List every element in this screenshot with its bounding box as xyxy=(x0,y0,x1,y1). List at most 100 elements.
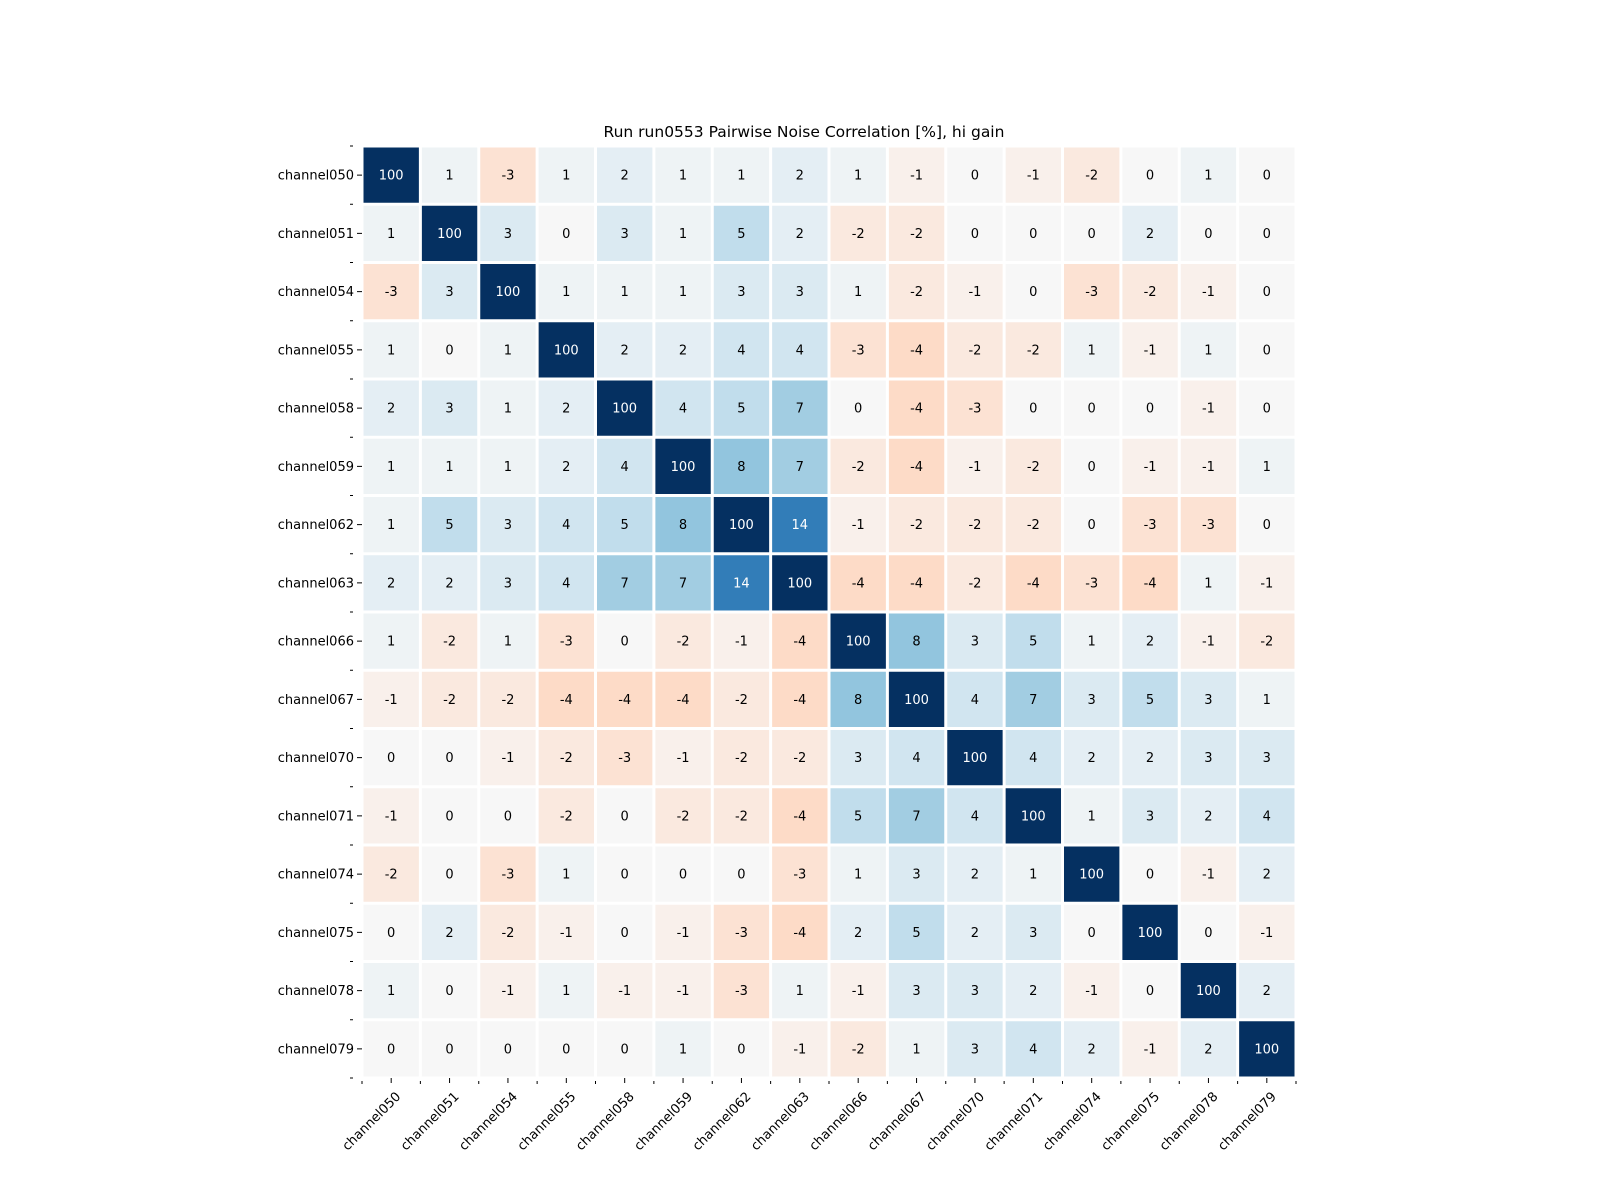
heatmap-cell-value: 0 xyxy=(971,169,979,184)
heatmap-cell xyxy=(1122,730,1178,786)
heatmap-cell xyxy=(480,1021,536,1077)
x-axis-tick-label: channel074 xyxy=(1040,1089,1105,1154)
heatmap-cell xyxy=(1180,380,1237,436)
heatmap-cell xyxy=(713,205,770,261)
heatmap-cell xyxy=(655,322,711,378)
heatmap-cell xyxy=(1005,788,1062,844)
heatmap-cell xyxy=(421,1021,478,1077)
heatmap-cell xyxy=(480,671,536,727)
heatmap-cell-value: 1 xyxy=(1263,693,1271,708)
heatmap-cell xyxy=(947,1021,1003,1077)
heatmap-cell xyxy=(1005,846,1062,902)
heatmap-cell-value: -2 xyxy=(1085,169,1098,184)
heatmap-cell-value: 2 xyxy=(854,926,862,941)
heatmap-cell-value: 0 xyxy=(1263,227,1271,242)
heatmap-cell-value: -2 xyxy=(560,751,573,766)
heatmap-cell-value: 0 xyxy=(621,868,629,883)
heatmap-cell xyxy=(1064,497,1120,553)
heatmap-cell xyxy=(597,497,653,553)
heatmap-cell-value: 5 xyxy=(445,518,453,533)
heatmap-cell-value: 4 xyxy=(971,809,979,824)
heatmap-cell xyxy=(1064,322,1120,378)
heatmap-cell-value: 0 xyxy=(504,809,512,824)
heatmap-cell-value: -1 xyxy=(560,926,573,941)
heatmap-cell-value: 100 xyxy=(437,227,462,242)
heatmap-cell-value: 7 xyxy=(1029,693,1037,708)
heatmap-cell xyxy=(363,1021,419,1077)
heatmap-cell-value: -3 xyxy=(1085,285,1098,300)
heatmap-cell xyxy=(1064,904,1120,960)
heatmap-cell xyxy=(713,846,770,902)
heatmap-cell xyxy=(538,963,595,1019)
heatmap-cell xyxy=(772,613,828,669)
heatmap-cell-value: 1 xyxy=(504,460,512,475)
heatmap-cell-value: 1 xyxy=(387,518,395,533)
heatmap-cell xyxy=(538,380,595,436)
heatmap-cell-value: 1 xyxy=(796,984,804,999)
heatmap-cell-value: 0 xyxy=(621,926,629,941)
heatmap-cell-value: 5 xyxy=(912,926,920,941)
heatmap-cell xyxy=(655,380,711,436)
heatmap-cell-value: 0 xyxy=(445,343,453,358)
heatmap-cell xyxy=(947,671,1003,727)
heatmap-cell xyxy=(655,846,711,902)
heatmap-cell xyxy=(1064,671,1120,727)
heatmap-cell xyxy=(363,438,419,494)
heatmap-cell xyxy=(1005,730,1062,786)
heatmap-cell xyxy=(713,555,770,611)
heatmap-cell-value: 8 xyxy=(912,635,920,650)
heatmap-cell xyxy=(772,205,828,261)
heatmap-cell xyxy=(480,730,536,786)
heatmap-cell xyxy=(655,613,711,669)
heatmap-cell-value: 2 xyxy=(445,576,453,591)
heatmap-cell-value: 1 xyxy=(562,984,570,999)
heatmap-cell-value: 0 xyxy=(445,751,453,766)
heatmap-cell-value: 100 xyxy=(1079,868,1104,883)
heatmap-cell xyxy=(1239,963,1295,1019)
heatmap-cell-value: 0 xyxy=(1146,868,1154,883)
heatmap-cell-value: -2 xyxy=(735,751,748,766)
heatmap-cell-value: 1 xyxy=(504,635,512,650)
y-axis-tick-label: channel078 xyxy=(278,984,354,999)
heatmap-cell-value: -1 xyxy=(1085,984,1098,999)
heatmap-cell xyxy=(363,264,419,320)
heatmap-cell-value: -2 xyxy=(793,751,806,766)
heatmap-cell xyxy=(947,904,1003,960)
heatmap-cell xyxy=(597,264,653,320)
heatmap-cell xyxy=(538,1021,595,1077)
heatmap-cell-value: -2 xyxy=(677,635,690,650)
heatmap-cell-value: 0 xyxy=(445,984,453,999)
heatmap-cell-value: 3 xyxy=(445,285,453,300)
heatmap-cell-value: 0 xyxy=(854,402,862,417)
heatmap-cell-value: 2 xyxy=(1263,984,1271,999)
heatmap-cell xyxy=(1122,555,1178,611)
heatmap-cell xyxy=(421,730,478,786)
heatmap-cell xyxy=(1239,904,1295,960)
heatmap-cell xyxy=(1005,613,1062,669)
heatmap-cell xyxy=(363,205,419,261)
y-axis-tick-label: channel055 xyxy=(278,343,354,358)
heatmap-cell-value: 100 xyxy=(787,576,812,591)
heatmap-cell xyxy=(713,147,770,203)
heatmap-cell xyxy=(1180,322,1237,378)
heatmap-cell xyxy=(713,613,770,669)
heatmap-cell xyxy=(713,671,770,727)
heatmap-cell-value: -4 xyxy=(677,693,690,708)
heatmap-cell-value: 3 xyxy=(912,868,920,883)
heatmap-cell-value: 3 xyxy=(1029,926,1037,941)
heatmap-cell xyxy=(1122,322,1178,378)
heatmap-cell xyxy=(888,147,945,203)
heatmap-cell xyxy=(1239,147,1295,203)
x-axis-tick-label: channel054 xyxy=(456,1089,521,1154)
heatmap-cell-value: -3 xyxy=(1085,576,1098,591)
heatmap-cell-value: 7 xyxy=(796,460,804,475)
heatmap-cell xyxy=(1005,671,1062,727)
heatmap-cell xyxy=(480,613,536,669)
heatmap-cell-value: 4 xyxy=(912,751,920,766)
y-axis-tick-label: channel054 xyxy=(278,285,354,300)
heatmap-cell-value: -1 xyxy=(852,518,865,533)
heatmap-cell-value: 0 xyxy=(1146,984,1154,999)
heatmap-cell xyxy=(888,497,945,553)
heatmap-cell-value: 2 xyxy=(971,868,979,883)
heatmap-cell xyxy=(538,904,595,960)
